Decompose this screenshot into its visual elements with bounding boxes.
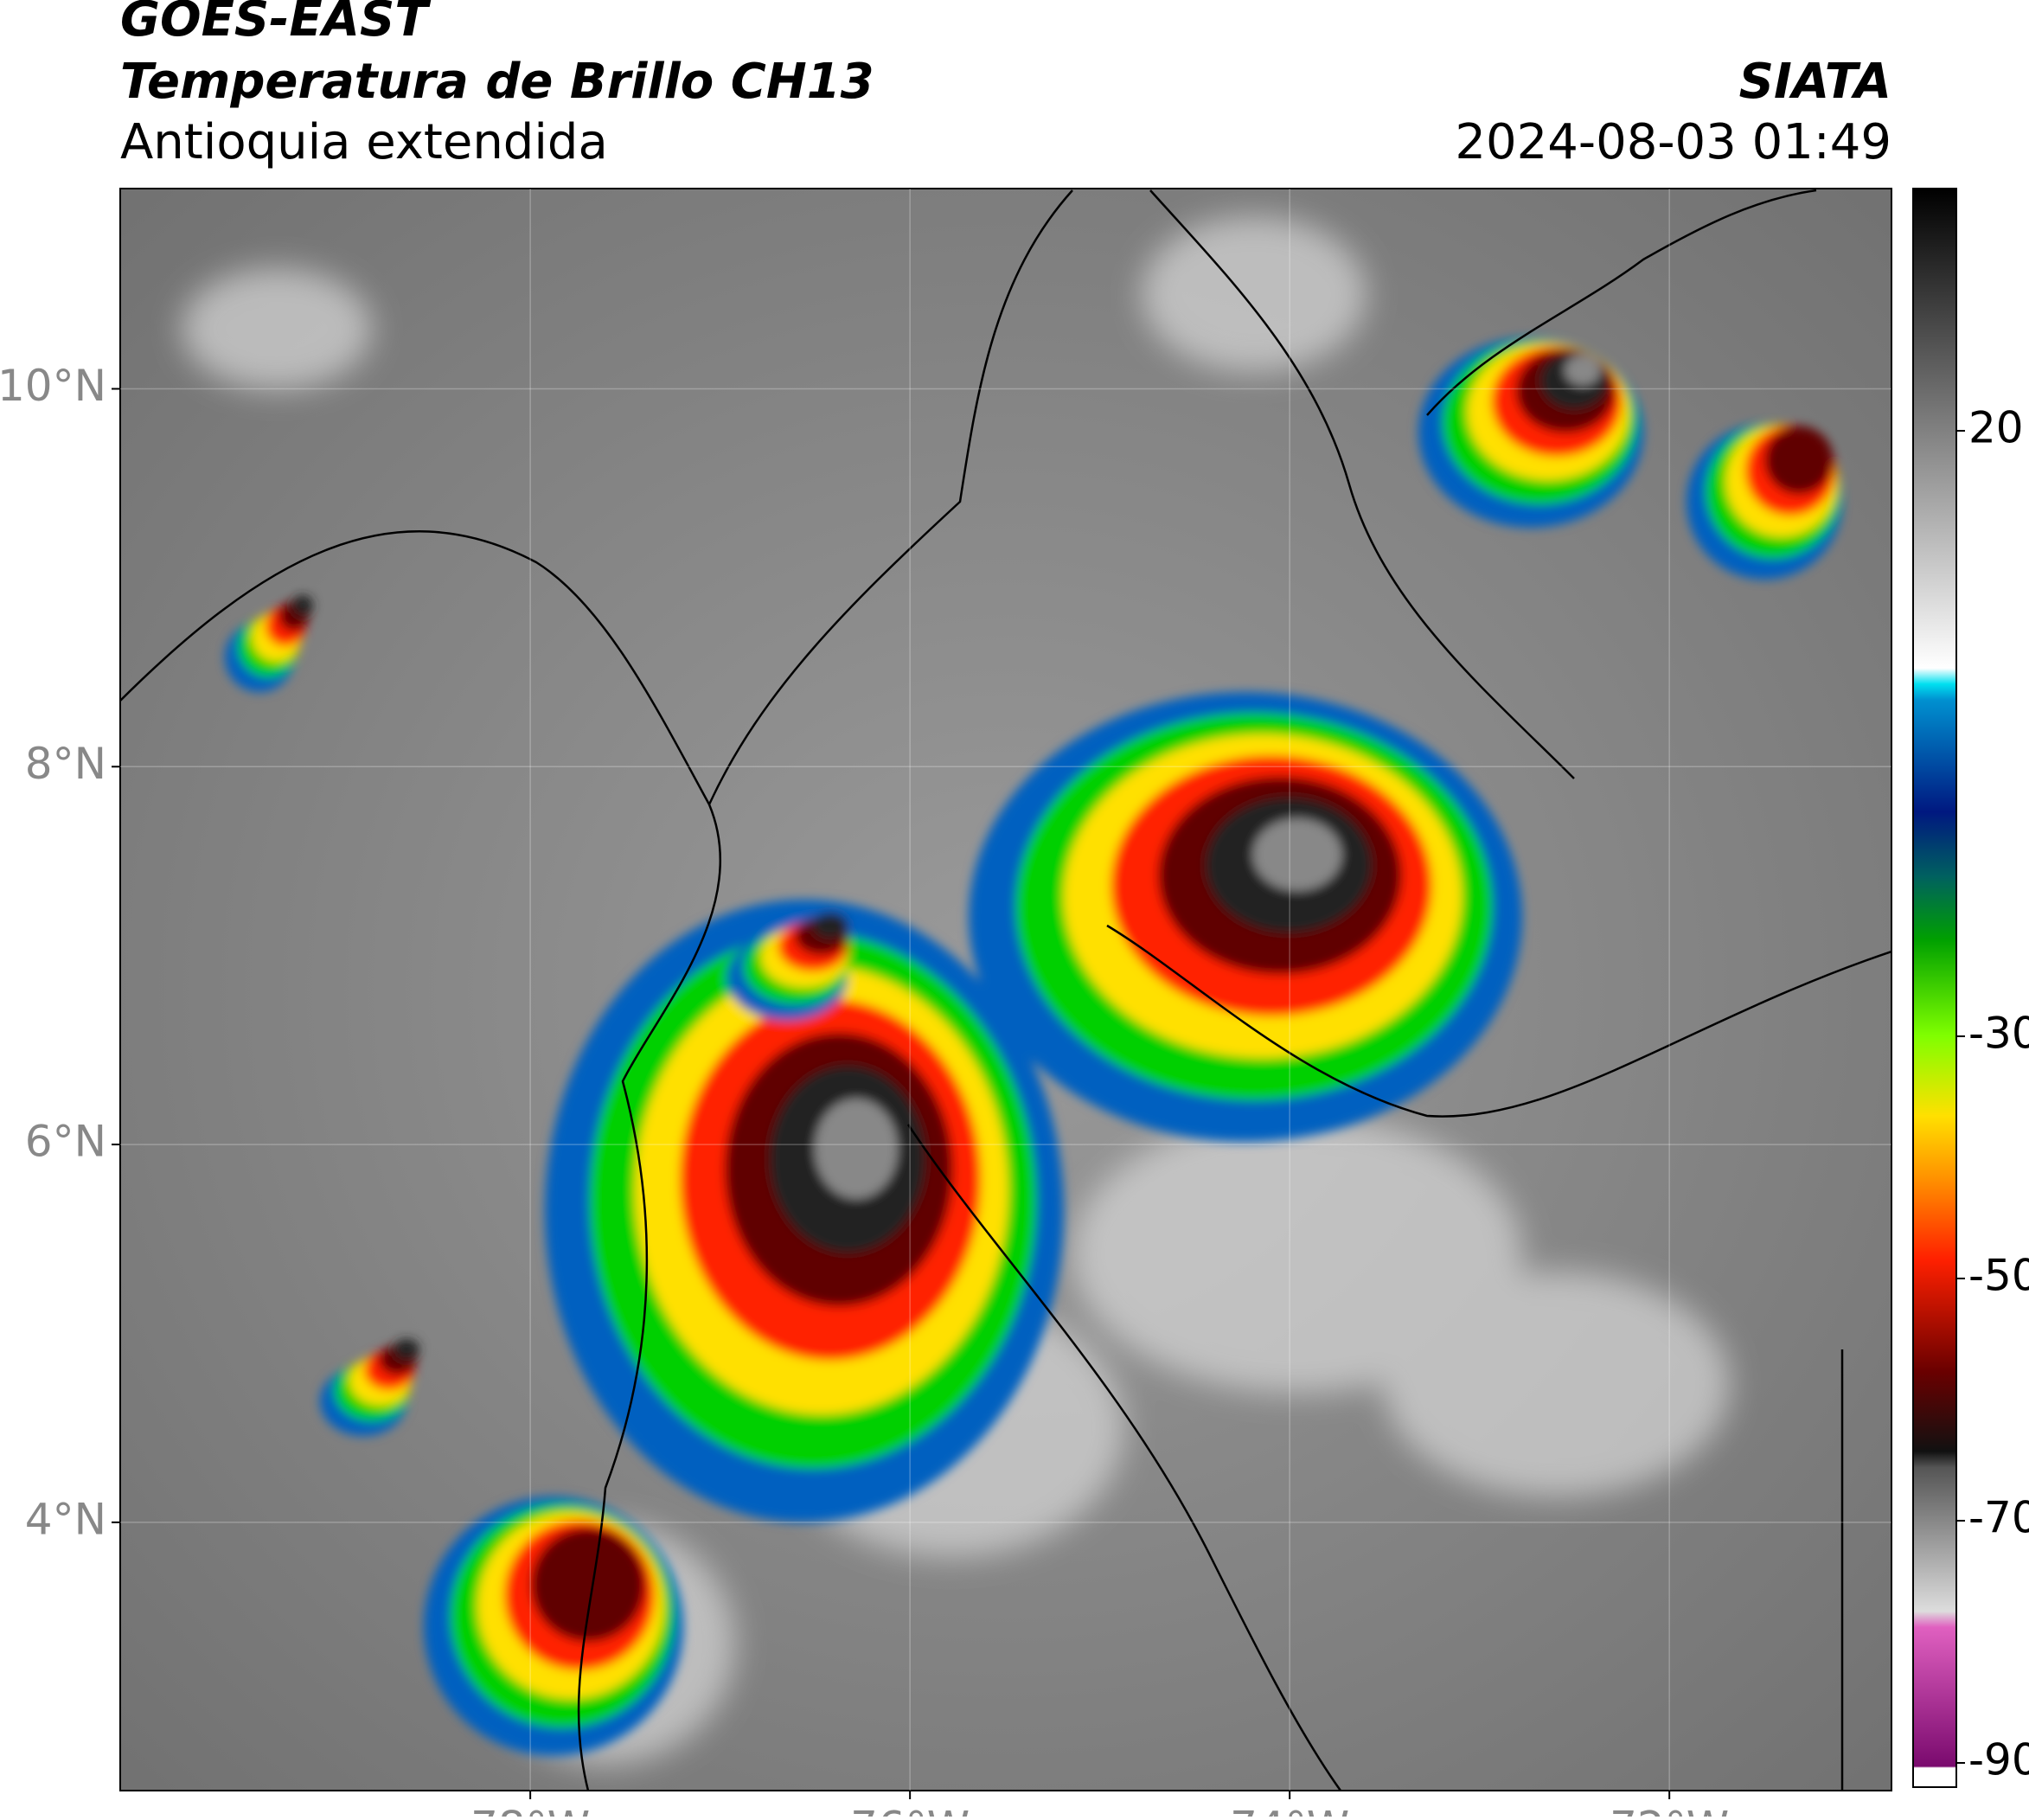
colorbar-tick-label: 20 xyxy=(1968,403,2024,453)
colorbar-tick-label: -70 xyxy=(1968,1493,2029,1543)
x-tick-label: 76°W xyxy=(850,1803,970,1817)
y-tick-label: 10°N xyxy=(0,361,106,411)
colorbar-tick-label: -90 xyxy=(1968,1735,2029,1785)
map-image xyxy=(120,189,1891,1791)
colorbar xyxy=(1912,188,1957,1788)
storm-cell xyxy=(394,1339,419,1360)
storm-cell xyxy=(292,595,313,616)
x-tick-label: 74°W xyxy=(1230,1803,1349,1817)
y-tick-label: 8°N xyxy=(25,739,106,789)
storm-cell xyxy=(1565,355,1601,386)
storm-cell xyxy=(1764,426,1834,495)
colorbar-tick-label: -50 xyxy=(1968,1251,2029,1301)
storm-cell xyxy=(531,1528,645,1642)
region: Antioquia extendida xyxy=(120,114,608,170)
y-tick-label: 4°N xyxy=(25,1494,106,1544)
subtitle: Temperatura de Brillo CH13 xyxy=(120,54,874,110)
title: GOES-EAST xyxy=(120,0,431,48)
storm-cell xyxy=(812,913,848,939)
storm-cell xyxy=(1252,818,1342,891)
source: SIATA xyxy=(1739,54,1891,110)
map-frame xyxy=(119,188,1892,1791)
y-tick-label: 6°N xyxy=(25,1117,106,1167)
timestamp: 2024-08-03 01:49 xyxy=(1455,114,1891,170)
colorbar-tick-label: -30 xyxy=(1968,1009,2029,1059)
x-tick-label: 72°W xyxy=(1610,1803,1729,1817)
storm-cell xyxy=(815,1099,898,1199)
x-tick-label: 78°W xyxy=(470,1803,590,1817)
